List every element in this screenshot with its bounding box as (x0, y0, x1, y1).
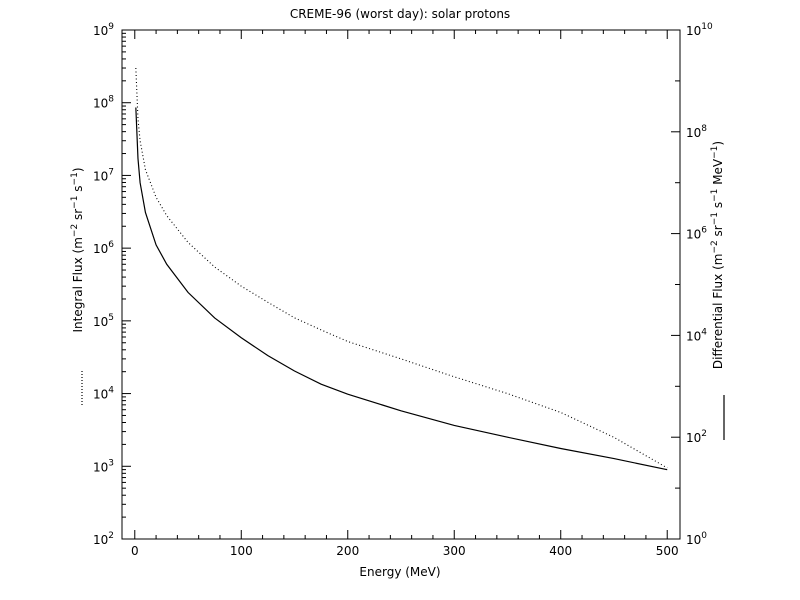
chart-title: CREME-96 (worst day): solar protons (290, 7, 510, 21)
tick-base: 10 (93, 315, 108, 329)
tick-exp: 7 (108, 167, 114, 177)
y-left-tick-label: 106 (93, 240, 114, 256)
tick-exp: 4 (701, 327, 707, 337)
tick-base: 10 (93, 97, 108, 111)
integral-flux-line (135, 67, 668, 469)
tick-exp: 6 (108, 240, 114, 250)
y-right-tick-label: 102 (686, 429, 707, 445)
tick-base: 10 (686, 24, 701, 38)
y-left-axis-label: Integral Flux (m−2 sr−1 s−1) (70, 167, 85, 332)
tick-exp: 10 (701, 22, 713, 32)
tick-base: 10 (93, 242, 108, 256)
y-left-tick-label: 102 (93, 531, 114, 547)
y-left-tick-label: 104 (93, 386, 114, 402)
y-left-tick-label: 105 (93, 313, 114, 329)
y-right-tick-label: 104 (686, 327, 707, 343)
plot-frame (121, 29, 681, 540)
series-layer (135, 67, 668, 471)
x-axis-label: Energy (MeV) (359, 565, 440, 579)
x-tick-label: 200 (336, 544, 359, 558)
svg-text:Differential Flux (m−2 sr−1 s−: Differential Flux (m−2 sr−1 s−1 MeV−1) (710, 141, 725, 369)
x-axis-ticks: 0 100 200 300 400 500 (131, 30, 679, 558)
tick-exp: 2 (701, 429, 707, 439)
tick-exp: 3 (108, 458, 114, 468)
tick-exp: 8 (108, 95, 114, 105)
y-right-tick-label: 1010 (686, 22, 713, 38)
tick-base: 10 (686, 431, 701, 445)
tick-base: 10 (93, 24, 108, 38)
tick-base: 10 (93, 460, 108, 474)
tick-base: 10 (686, 228, 701, 242)
tick-base: 10 (686, 329, 701, 343)
tick-exp: 0 (701, 531, 707, 541)
svg-text:Integral Flux (m−2 sr−1 s−1): Integral Flux (m−2 sr−1 s−1) (70, 167, 85, 332)
tick-base: 10 (93, 169, 108, 183)
x-tick-label: 300 (443, 544, 466, 558)
tick-base: 10 (93, 533, 108, 547)
y-left-tick-label: 108 (93, 95, 114, 111)
tick-base: 10 (686, 126, 701, 140)
y-right-tick-label: 100 (686, 531, 707, 547)
y-right-axis-label: Differential Flux (m−2 sr−1 s−1 MeV−1) (710, 141, 725, 369)
tick-exp: 9 (108, 22, 114, 32)
y-left-tick-label: 103 (93, 458, 114, 474)
tick-base: 10 (93, 388, 108, 402)
y-left-tick-label: 109 (93, 22, 114, 38)
tick-exp: 4 (108, 386, 114, 396)
tick-exp: 8 (701, 124, 707, 134)
x-tick-label: 100 (230, 544, 253, 558)
x-tick-label: 0 (131, 544, 139, 558)
tick-exp: 5 (108, 313, 114, 323)
tick-base: 10 (686, 533, 701, 547)
tick-exp: 6 (701, 226, 707, 236)
y-right-tick-label: 106 (686, 226, 707, 242)
y-left-tick-label: 107 (93, 167, 114, 183)
x-tick-label: 500 (656, 544, 679, 558)
y-right-tick-label: 108 (686, 124, 707, 140)
tick-exp: 2 (108, 531, 114, 541)
x-tick-label: 400 (549, 544, 572, 558)
differential-flux-line (135, 107, 668, 471)
